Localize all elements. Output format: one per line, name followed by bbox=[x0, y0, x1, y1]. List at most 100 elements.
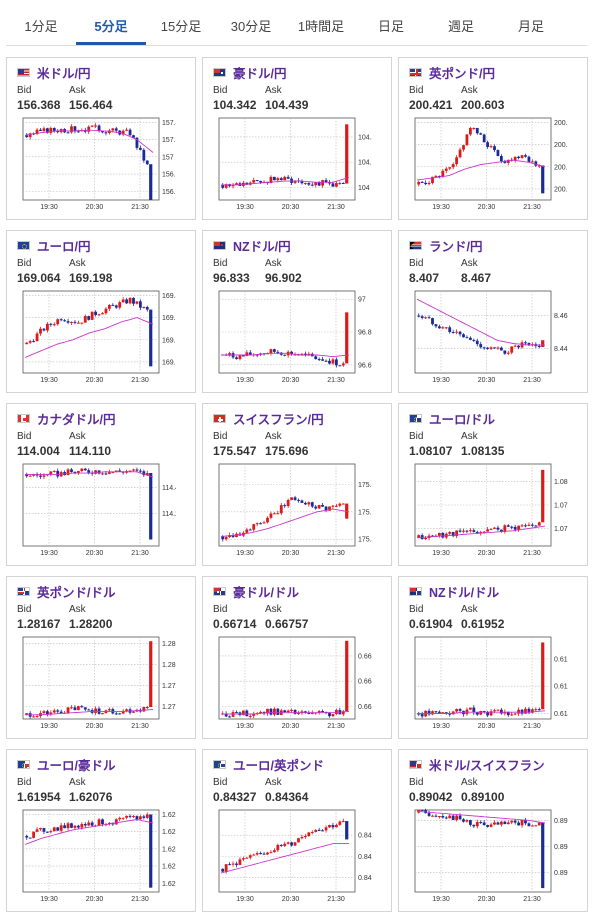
ask-label: Ask bbox=[265, 85, 282, 96]
rate-card[interactable]: 米ドル/スイスフラン Bid Ask 0.89042 0.89100 19:30 20:30… bbox=[398, 749, 588, 912]
ask-label: Ask bbox=[265, 258, 282, 269]
plot-frame bbox=[22, 117, 160, 201]
candle-body bbox=[510, 346, 514, 353]
candle-body bbox=[420, 809, 424, 811]
x-tick-label: 21:30 bbox=[131, 896, 149, 903]
candle-body bbox=[534, 709, 538, 711]
candle-body bbox=[321, 359, 325, 361]
y-tick-label: 8.44 bbox=[554, 346, 568, 353]
pair-name[interactable]: カナダドル/円 bbox=[37, 413, 116, 427]
y-tick-label: 1.276 bbox=[162, 704, 176, 711]
y-tick-label: 104 bbox=[358, 185, 370, 192]
rate-card[interactable]: 豪ドル/円 Bid Ask 104.342 104.439 19:30 20:30 21:30… bbox=[202, 57, 392, 220]
rate-card[interactable]: ユーロ/豪ドル Bid Ask 1.61954 1.62076 19:30 20:30 21:… bbox=[6, 749, 196, 912]
candle-body bbox=[59, 319, 63, 321]
rate-card[interactable]: NZドル/ドル Bid Ask 0.61904 0.61952 19:30 20:30 21:… bbox=[398, 576, 588, 739]
tab-5[interactable]: 日足 bbox=[377, 19, 404, 34]
price-labels: Bid Ask bbox=[17, 604, 86, 615]
rate-card[interactable]: スイスフラン/円 Bid Ask 175.547 175.696 19:30 20:30 21… bbox=[202, 403, 392, 566]
candle-body bbox=[441, 532, 445, 538]
y-tick-label: 1.62 bbox=[162, 881, 176, 888]
candle-body bbox=[524, 819, 527, 824]
y-tick-label: 156.8 bbox=[162, 172, 176, 179]
candle-body bbox=[114, 128, 118, 131]
x-tick-label: 20:30 bbox=[478, 550, 496, 557]
candle-body bbox=[276, 351, 280, 353]
rate-card[interactable]: ランド/円 Bid Ask 8.407 8.467 19:30 20:30 21:30 8.46… bbox=[398, 230, 588, 393]
candle-body-latest bbox=[149, 814, 153, 888]
candle-body bbox=[52, 827, 56, 832]
candle-body bbox=[125, 299, 129, 304]
pair-name[interactable]: 豪ドル/ドル bbox=[233, 586, 299, 600]
candle-body bbox=[341, 182, 345, 184]
rate-card[interactable]: 英ポンド/ドル Bid Ask 1.28167 1.28200 19:30 20:30 21:… bbox=[6, 576, 196, 739]
candle-body bbox=[142, 471, 146, 476]
pair-name[interactable]: ユーロ/英ポンド bbox=[233, 759, 324, 773]
tab-2[interactable]: 15分足 bbox=[160, 19, 202, 34]
pair-name[interactable]: 豪ドル/円 bbox=[233, 67, 287, 81]
candle-body bbox=[444, 168, 448, 171]
moving-average-line bbox=[24, 129, 154, 153]
candle-body bbox=[475, 128, 479, 134]
y-tick-label: 0.664 bbox=[358, 679, 372, 686]
candle-body bbox=[310, 502, 314, 507]
candle-body bbox=[475, 822, 479, 827]
candle-body bbox=[524, 708, 527, 714]
tab-3[interactable]: 30分足 bbox=[230, 19, 272, 34]
pair-name[interactable]: NZドル/ドル bbox=[429, 586, 500, 600]
candle-body bbox=[496, 822, 500, 825]
candle-body bbox=[468, 530, 472, 532]
rate-card[interactable]: NZドル/円 Bid Ask 96.833 96.902 19:30 20:30 21:30 9… bbox=[202, 230, 392, 393]
candle-body bbox=[482, 822, 486, 826]
pair-name[interactable]: ユーロ/円 bbox=[37, 240, 91, 254]
ca-flag-icon bbox=[17, 414, 30, 423]
candle-body bbox=[97, 819, 101, 826]
candle-body bbox=[499, 347, 503, 351]
plot-frame bbox=[414, 117, 552, 201]
pair-header: 豪ドル/円 bbox=[213, 63, 286, 82]
pair-name[interactable]: ユーロ/豪ドル bbox=[37, 759, 116, 773]
candle-body bbox=[286, 176, 290, 179]
tab-1[interactable]: 5分足 bbox=[76, 8, 146, 45]
candle-body bbox=[121, 817, 125, 819]
candle-body bbox=[269, 513, 273, 518]
candle-body-latest bbox=[149, 641, 153, 708]
candle-body bbox=[70, 707, 73, 709]
candle-body bbox=[444, 327, 448, 329]
rate-card[interactable]: ユーロ/円 Bid Ask 169.064 169.198 19:30 20:30 21:30… bbox=[6, 230, 196, 393]
pair-name[interactable]: 米ドル/スイスフラン bbox=[429, 759, 545, 773]
rate-card[interactable]: 米ドル/円 Bid Ask 156.368 156.464 19:30 20:30 21:30… bbox=[6, 57, 196, 220]
candle-body bbox=[427, 813, 431, 816]
pair-name[interactable]: NZドル/円 bbox=[233, 240, 291, 254]
ask-value: 8.467 bbox=[461, 271, 492, 285]
candle-body bbox=[90, 311, 94, 320]
x-tick-label: 21:30 bbox=[131, 204, 149, 211]
rate-card[interactable]: カナダドル/円 Bid Ask 114.004 114.110 19:30 20:30 21:… bbox=[6, 403, 196, 566]
y-tick-label: 1.624 bbox=[162, 846, 176, 853]
rate-card[interactable]: 豪ドル/ドル Bid Ask 0.66714 0.66757 19:30 20:30 21:3… bbox=[202, 576, 392, 739]
bid-value: 104.342 bbox=[213, 98, 257, 112]
tab-7[interactable]: 月足 bbox=[517, 19, 544, 34]
y-tick-label: 1.28 bbox=[162, 662, 176, 669]
x-tick-label: 19:30 bbox=[40, 377, 58, 384]
moving-average-line bbox=[416, 810, 546, 824]
pair-name[interactable]: スイスフラン/円 bbox=[233, 413, 324, 427]
pair-name[interactable]: ユーロ/ドル bbox=[429, 413, 495, 427]
pair-name[interactable]: 英ポンド/円 bbox=[429, 67, 495, 81]
pair-name[interactable]: 英ポンド/ドル bbox=[37, 586, 116, 600]
candle-body bbox=[262, 522, 266, 524]
rate-card[interactable]: ユーロ/ドル Bid Ask 1.08107 1.08135 19:30 20:30 21:3… bbox=[398, 403, 588, 566]
tab-4[interactable]: 1時間足 bbox=[297, 19, 345, 34]
candle-body bbox=[537, 822, 541, 826]
pair-name[interactable]: ランド/円 bbox=[429, 240, 483, 254]
y-tick-label: 169.3 bbox=[162, 315, 176, 322]
tab-6[interactable]: 週足 bbox=[447, 19, 474, 34]
candle-body bbox=[80, 824, 84, 828]
pair-name[interactable]: 米ドル/円 bbox=[37, 67, 91, 81]
rate-card[interactable]: ユーロ/英ポンド Bid Ask 0.84327 0.84364 19:30 20:30 21… bbox=[202, 749, 392, 912]
bid-label: Bid bbox=[213, 85, 228, 96]
rate-card[interactable]: 英ポンド/円 Bid Ask 200.421 200.603 19:30 20:30 21:3… bbox=[398, 57, 588, 220]
tab-0[interactable]: 1分足 bbox=[24, 19, 58, 34]
candle-body bbox=[331, 714, 335, 717]
y-tick-label: 104.2 bbox=[358, 160, 372, 167]
